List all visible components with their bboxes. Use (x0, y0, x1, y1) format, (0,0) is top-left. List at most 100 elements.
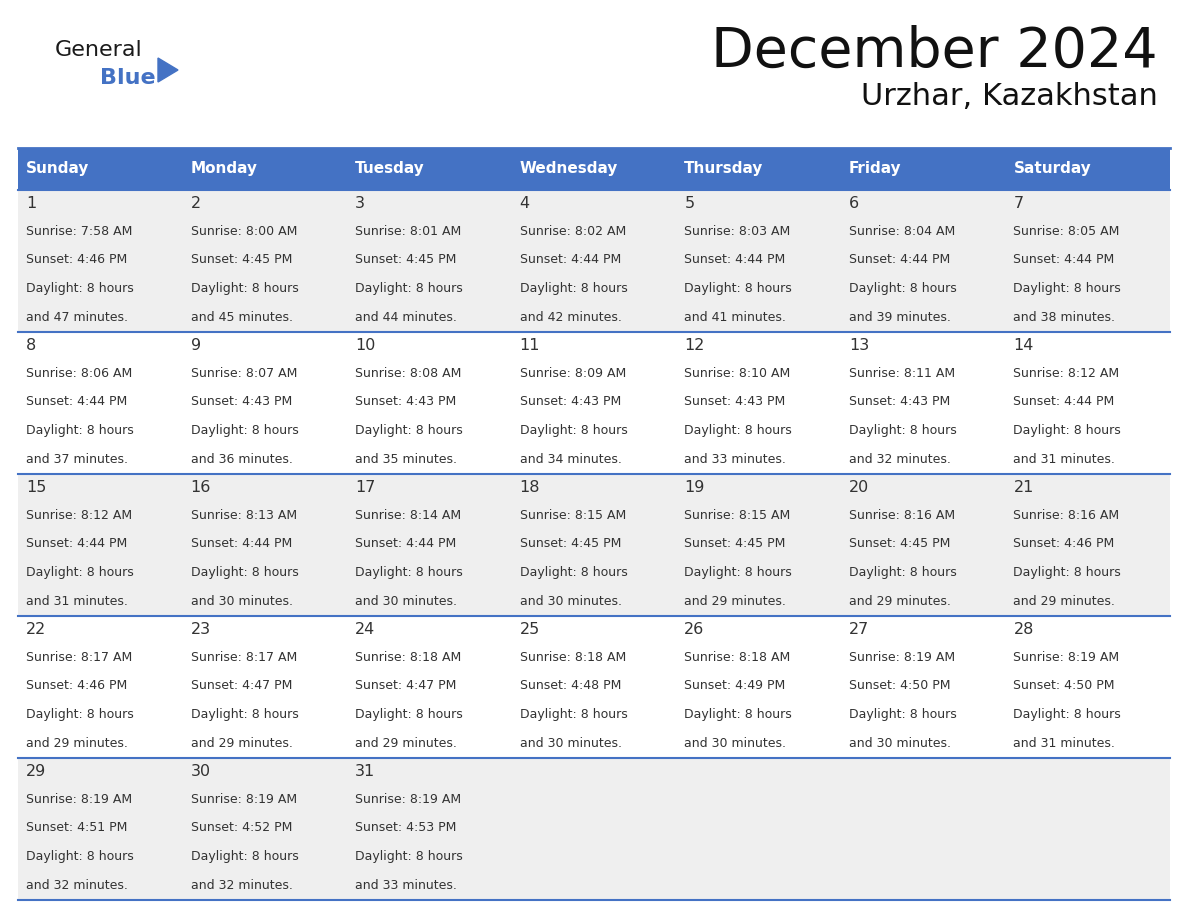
Text: and 29 minutes.: and 29 minutes. (1013, 595, 1116, 608)
Text: Daylight: 8 hours: Daylight: 8 hours (849, 708, 956, 721)
Text: Sunset: 4:44 PM: Sunset: 4:44 PM (684, 253, 785, 266)
Text: Sunset: 4:43 PM: Sunset: 4:43 PM (519, 396, 621, 409)
Text: Daylight: 8 hours: Daylight: 8 hours (519, 708, 627, 721)
Bar (18, 474, 1170, 616)
Text: Sunset: 4:45 PM: Sunset: 4:45 PM (684, 537, 785, 551)
Text: 11: 11 (519, 338, 541, 353)
Text: Urzhar, Kazakhstan: Urzhar, Kazakhstan (861, 82, 1158, 111)
Text: 14: 14 (1013, 338, 1034, 353)
Text: Sunset: 4:45 PM: Sunset: 4:45 PM (519, 537, 621, 551)
Text: and 47 minutes.: and 47 minutes. (26, 310, 128, 324)
Text: and 30 minutes.: and 30 minutes. (519, 595, 621, 608)
Text: Sunrise: 8:19 AM: Sunrise: 8:19 AM (190, 792, 297, 806)
Text: Sunset: 4:44 PM: Sunset: 4:44 PM (1013, 396, 1114, 409)
Text: Sunrise: 8:15 AM: Sunrise: 8:15 AM (519, 509, 626, 521)
Text: Thursday: Thursday (684, 162, 764, 176)
Text: and 39 minutes.: and 39 minutes. (849, 310, 950, 324)
Polygon shape (158, 58, 178, 82)
Text: and 29 minutes.: and 29 minutes. (26, 736, 128, 750)
Text: Daylight: 8 hours: Daylight: 8 hours (190, 850, 298, 863)
Text: 5: 5 (684, 196, 695, 211)
Text: 26: 26 (684, 622, 704, 637)
Text: and 32 minutes.: and 32 minutes. (849, 453, 950, 465)
Text: Daylight: 8 hours: Daylight: 8 hours (684, 708, 792, 721)
Text: Daylight: 8 hours: Daylight: 8 hours (1013, 424, 1121, 437)
Text: 29: 29 (26, 764, 46, 779)
Text: Sunset: 4:52 PM: Sunset: 4:52 PM (190, 822, 292, 834)
Text: Sunset: 4:46 PM: Sunset: 4:46 PM (26, 679, 127, 692)
Text: 7: 7 (1013, 196, 1024, 211)
Text: and 29 minutes.: and 29 minutes. (849, 595, 950, 608)
Text: and 30 minutes.: and 30 minutes. (684, 736, 786, 750)
Text: 28: 28 (1013, 622, 1034, 637)
Text: and 32 minutes.: and 32 minutes. (190, 879, 292, 891)
Text: Daylight: 8 hours: Daylight: 8 hours (684, 282, 792, 295)
Text: Sunset: 4:43 PM: Sunset: 4:43 PM (190, 396, 292, 409)
Text: and 29 minutes.: and 29 minutes. (190, 736, 292, 750)
Text: and 29 minutes.: and 29 minutes. (355, 736, 457, 750)
Text: Blue: Blue (100, 68, 156, 88)
Text: 12: 12 (684, 338, 704, 353)
Text: Daylight: 8 hours: Daylight: 8 hours (519, 282, 627, 295)
Text: 17: 17 (355, 480, 375, 495)
Text: 19: 19 (684, 480, 704, 495)
Text: Daylight: 8 hours: Daylight: 8 hours (355, 850, 463, 863)
Text: 2: 2 (190, 196, 201, 211)
Text: Daylight: 8 hours: Daylight: 8 hours (849, 566, 956, 579)
Text: Sunset: 4:46 PM: Sunset: 4:46 PM (26, 253, 127, 266)
Text: 1: 1 (26, 196, 37, 211)
Text: Sunrise: 8:17 AM: Sunrise: 8:17 AM (26, 651, 132, 664)
Text: Sunset: 4:49 PM: Sunset: 4:49 PM (684, 679, 785, 692)
Text: Sunset: 4:43 PM: Sunset: 4:43 PM (684, 396, 785, 409)
Text: and 30 minutes.: and 30 minutes. (519, 736, 621, 750)
Text: 15: 15 (26, 480, 46, 495)
Text: Daylight: 8 hours: Daylight: 8 hours (355, 424, 463, 437)
Text: Sunset: 4:50 PM: Sunset: 4:50 PM (849, 679, 950, 692)
Text: and 45 minutes.: and 45 minutes. (190, 310, 292, 324)
Text: 3: 3 (355, 196, 365, 211)
Text: and 33 minutes.: and 33 minutes. (355, 879, 457, 891)
Text: Daylight: 8 hours: Daylight: 8 hours (26, 566, 134, 579)
Text: Tuesday: Tuesday (355, 162, 425, 176)
Text: Daylight: 8 hours: Daylight: 8 hours (355, 566, 463, 579)
Text: Sunrise: 8:19 AM: Sunrise: 8:19 AM (849, 651, 955, 664)
Text: Daylight: 8 hours: Daylight: 8 hours (684, 566, 792, 579)
Text: 8: 8 (26, 338, 37, 353)
Text: Sunrise: 8:10 AM: Sunrise: 8:10 AM (684, 366, 790, 380)
Text: 24: 24 (355, 622, 375, 637)
Text: Daylight: 8 hours: Daylight: 8 hours (355, 282, 463, 295)
Text: Sunset: 4:44 PM: Sunset: 4:44 PM (849, 253, 950, 266)
Text: and 41 minutes.: and 41 minutes. (684, 310, 786, 324)
Text: 25: 25 (519, 622, 541, 637)
Text: Sunset: 4:44 PM: Sunset: 4:44 PM (26, 537, 127, 551)
Text: Sunrise: 8:08 AM: Sunrise: 8:08 AM (355, 366, 461, 380)
Text: 4: 4 (519, 196, 530, 211)
Text: Daylight: 8 hours: Daylight: 8 hours (519, 424, 627, 437)
Text: Sunset: 4:44 PM: Sunset: 4:44 PM (190, 537, 292, 551)
Text: Friday: Friday (849, 162, 902, 176)
Bar (18, 332, 1170, 474)
Text: December 2024: December 2024 (712, 25, 1158, 79)
Text: and 30 minutes.: and 30 minutes. (355, 595, 457, 608)
Text: Daylight: 8 hours: Daylight: 8 hours (684, 424, 792, 437)
Text: Sunrise: 8:04 AM: Sunrise: 8:04 AM (849, 225, 955, 238)
Text: Sunrise: 8:15 AM: Sunrise: 8:15 AM (684, 509, 790, 521)
Text: and 36 minutes.: and 36 minutes. (190, 453, 292, 465)
Text: Sunset: 4:51 PM: Sunset: 4:51 PM (26, 822, 127, 834)
Text: Sunset: 4:44 PM: Sunset: 4:44 PM (355, 537, 456, 551)
Text: Sunrise: 8:14 AM: Sunrise: 8:14 AM (355, 509, 461, 521)
Text: Sunset: 4:45 PM: Sunset: 4:45 PM (849, 537, 950, 551)
Text: Daylight: 8 hours: Daylight: 8 hours (26, 708, 134, 721)
Text: Sunrise: 8:07 AM: Sunrise: 8:07 AM (190, 366, 297, 380)
Text: Sunset: 4:47 PM: Sunset: 4:47 PM (190, 679, 292, 692)
Text: Daylight: 8 hours: Daylight: 8 hours (190, 424, 298, 437)
Bar (18, 148, 1170, 190)
Text: and 31 minutes.: and 31 minutes. (1013, 736, 1116, 750)
Text: Daylight: 8 hours: Daylight: 8 hours (26, 850, 134, 863)
Text: and 33 minutes.: and 33 minutes. (684, 453, 786, 465)
Text: Wednesday: Wednesday (519, 162, 618, 176)
Text: 9: 9 (190, 338, 201, 353)
Text: Daylight: 8 hours: Daylight: 8 hours (1013, 566, 1121, 579)
Text: Sunrise: 8:16 AM: Sunrise: 8:16 AM (849, 509, 955, 521)
Text: Sunrise: 8:13 AM: Sunrise: 8:13 AM (190, 509, 297, 521)
